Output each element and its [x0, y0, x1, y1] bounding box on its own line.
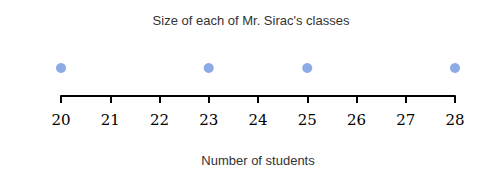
svg-text:26: 26: [347, 111, 366, 129]
svg-text:23: 23: [199, 111, 218, 129]
svg-text:Size of each of Mr. Sirac's cl: Size of each of Mr. Sirac's classes: [153, 13, 350, 28]
svg-text:Number of students: Number of students: [201, 153, 315, 168]
svg-text:20: 20: [51, 111, 70, 129]
svg-text:24: 24: [248, 111, 267, 129]
svg-text:22: 22: [150, 111, 169, 129]
svg-text:28: 28: [445, 111, 464, 129]
svg-text:21: 21: [101, 111, 120, 129]
svg-text:27: 27: [396, 111, 415, 129]
svg-text:25: 25: [298, 111, 317, 129]
